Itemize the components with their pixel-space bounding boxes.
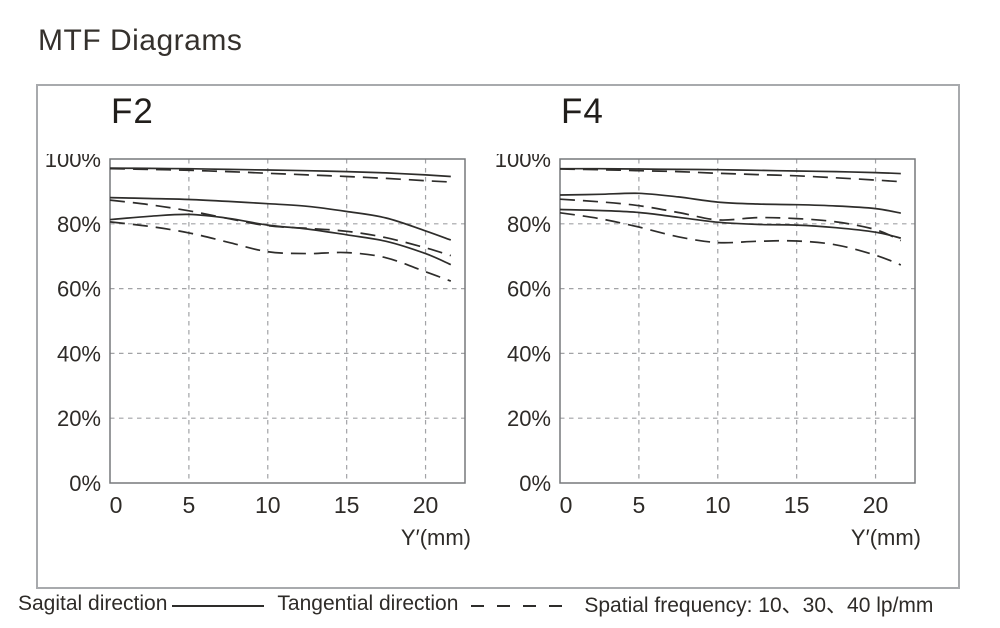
legend-spatial-frequency-label: Spatial frequency: 10、30、40 lp/mm [584,594,934,617]
legend-sagittal-label: Sagital direction [18,592,168,615]
y-tick-label-20%: 20% [57,406,101,431]
legend: Sagital direction Tangential direction S… [18,589,933,619]
x-axis-label: Y′(mm) [401,525,471,550]
chart-f2: F2 0% 20% 40% 60% 80% 100% 0 5 10 15 20 Y′(mm) [35,92,475,564]
y-tick-label-40%: 40% [507,341,551,366]
chart-f4: F4 0% 20% 40% 60% 80% 100% 0 5 10 15 20 Y′(mm) [485,92,925,564]
y-tick-label-80%: 80% [507,212,551,237]
solid-line-swatch [172,605,265,607]
y-tick-label-0%: 0% [519,471,551,496]
x-tick-label-0: 0 [110,492,123,518]
page-title: MTF Diagrams [38,24,243,57]
x-tick-label-20: 20 [863,492,889,518]
chart-f4-title: F4 [561,92,604,131]
x-tick-label-0: 0 [560,492,573,518]
curve-tangential-10-lp-mm [109,167,451,183]
dashed-line-swatch [471,605,570,607]
y-tick-label-60%: 60% [57,277,101,302]
curve-tangential-30-lp-mm [559,198,902,242]
y-tick-label-0%: 0% [69,471,101,496]
x-tick-label-20: 20 [413,492,439,518]
curve-tangential-30-lp-mm [109,199,452,257]
curve-tangential-10-lp-mm [559,168,901,183]
x-tick-label-10: 10 [705,492,731,518]
plot-border [109,158,466,484]
x-tick-label-5: 5 [182,492,195,518]
chart-f4-plot: 0% 20% 40% 60% 80% 100% 0 5 10 15 20 Y′(mm) [495,147,921,550]
legend-tangential-label: Tangential direction [277,592,459,615]
curve-sagittal-30-lp-mm [559,192,901,214]
chart-f2-title: F2 [111,92,154,131]
y-tick-label-100%: 100% [495,154,551,172]
curve-sagittal-30-lp-mm [109,196,452,241]
y-tick-label-40%: 40% [57,341,101,366]
y-tick-label-80%: 80% [57,212,101,237]
plot-border [559,158,916,484]
curve-sagittal-10-lp-mm [109,167,451,178]
curve-tangential-40-lp-mm [109,221,452,282]
y-tick-label-20%: 20% [507,406,551,431]
x-tick-label-5: 5 [632,492,645,518]
x-tick-label-15: 15 [784,492,810,518]
x-tick-label-10: 10 [255,492,281,518]
curve-sagittal-40-lp-mm [109,213,452,266]
x-tick-label-15: 15 [334,492,360,518]
y-tick-label-100%: 100% [45,154,101,172]
x-axis-label: Y′(mm) [851,525,921,550]
curve-sagittal-10-lp-mm [560,167,901,175]
curve-tangential-40-lp-mm [559,211,902,266]
y-tick-label-60%: 60% [507,277,551,302]
chart-f2-plot: 0% 20% 40% 60% 80% 100% 0 5 10 15 20 Y′(mm) [45,147,471,550]
curve-sagittal-40-lp-mm [559,208,901,239]
